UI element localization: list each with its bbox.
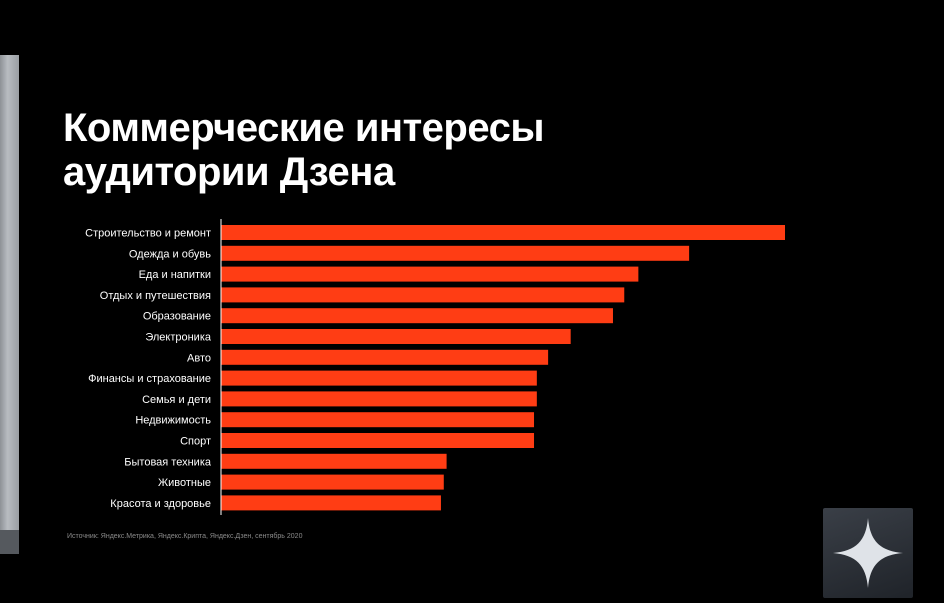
category-label: Семья и дети: [142, 394, 211, 406]
category-label: Животные: [158, 477, 211, 489]
category-label: Спорт: [180, 436, 211, 448]
category-label: Строительство и ремонт: [85, 228, 211, 240]
zen-star-icon: [833, 518, 903, 588]
bar-6: [221, 329, 571, 344]
category-label: Недвижимость: [135, 415, 211, 427]
category-label: Бытовая техника: [124, 456, 212, 468]
category-label: Финансы и страхование: [88, 373, 211, 385]
bar-5: [221, 308, 613, 324]
title-line-1: Коммерческие интересы: [63, 106, 544, 150]
side-panel-edge: [0, 55, 19, 530]
bar-8: [221, 370, 537, 386]
category-label: Одежда и обувь: [129, 248, 211, 260]
page-title: Коммерческие интересы аудитории Дзена: [63, 106, 763, 194]
source-note: Источник: Яндекс.Метрика, Яндекс.Крипта,…: [67, 533, 303, 540]
zen-logo: [823, 508, 913, 598]
bar-2: [221, 245, 690, 261]
bar-13: [221, 474, 444, 490]
bar-14: [221, 495, 441, 511]
category-label: Образование: [143, 311, 211, 323]
bar-9: [221, 391, 537, 407]
bar-4: [221, 287, 625, 303]
bar-10: [221, 412, 535, 428]
bar-3: [221, 266, 639, 282]
category-label: Авто: [187, 352, 211, 364]
category-label: Красота и здоровье: [110, 498, 211, 510]
bars-group: [221, 225, 785, 511]
bar-7: [221, 349, 549, 365]
side-panel-base: [0, 530, 19, 554]
bar-12: [221, 453, 447, 469]
category-label: Еда и напитки: [139, 269, 211, 281]
bar-11: [221, 433, 535, 448]
bar-chart: Строительство и ремонт Одежда и обувь Еда …: [85, 219, 785, 515]
category-label: Отдых и путешествия: [100, 290, 211, 302]
title-line-2: аудитории Дзена: [63, 150, 395, 194]
category-label: Электроника: [145, 332, 212, 344]
bar-1: [221, 225, 785, 240]
category-labels-group: Строительство и ремонт Одежда и обувь Еда …: [85, 228, 212, 510]
